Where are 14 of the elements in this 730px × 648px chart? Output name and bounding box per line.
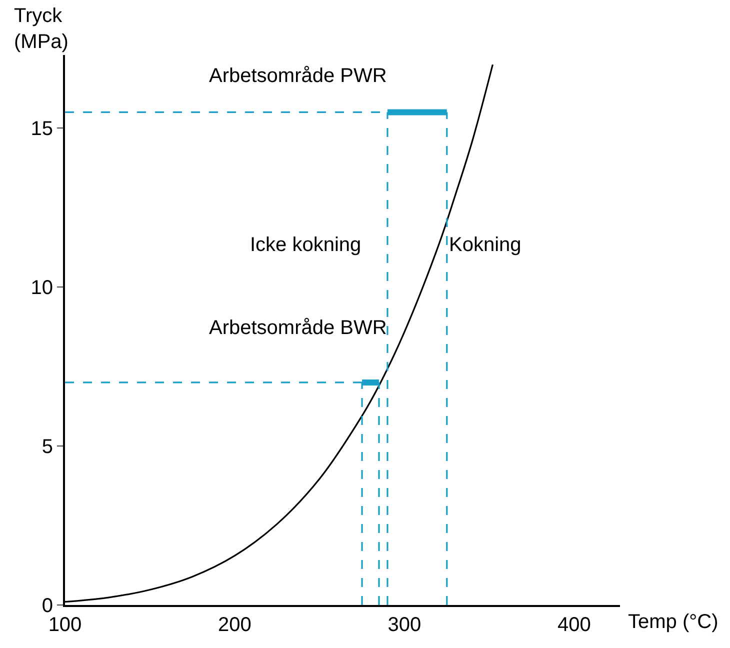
annotation: Icke kokning [250, 234, 362, 256]
annotation: Arbetsområde BWR [209, 317, 387, 339]
x-tick-label: 400 [557, 614, 591, 636]
x-axis-title: Temp (°C) [628, 611, 718, 633]
annotation: Kokning [449, 234, 522, 256]
annotation: Arbetsområde PWR [209, 65, 387, 87]
y-tick-label: 10 [30, 277, 53, 300]
y-axis-title: Tryck (MPa) [14, 5, 68, 53]
x-tick-label: 100 [48, 614, 82, 636]
x-tick-label: 300 [388, 614, 422, 636]
x-tick-label: 200 [218, 614, 252, 636]
y-tick-label: 5 [42, 436, 53, 458]
y-tick-label: 15 [30, 118, 53, 140]
y-tick-label: 0 [42, 595, 53, 617]
